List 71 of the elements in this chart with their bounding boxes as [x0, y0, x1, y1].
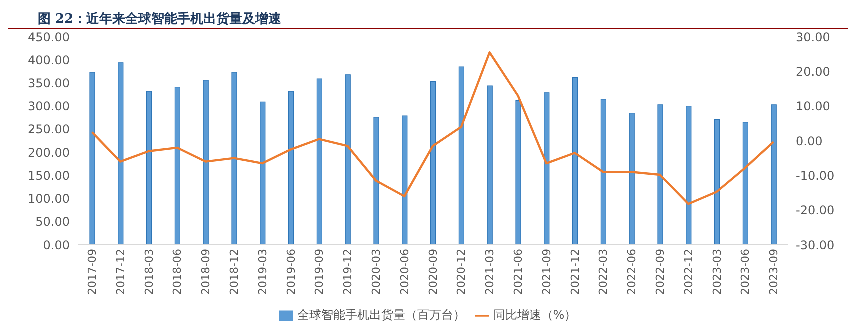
y-tick-label: 400.00 — [28, 53, 70, 68]
bar — [374, 117, 380, 245]
x-tick-label: 2020-06 — [398, 249, 412, 295]
line-series — [91, 52, 775, 206]
bar — [600, 99, 606, 245]
x-tick-label: 2023-06 — [739, 249, 752, 295]
x-tick-label: 2020-09 — [426, 249, 440, 295]
x-tick-label: 2023-03 — [710, 249, 724, 295]
bar — [487, 86, 493, 245]
x-tick-label: 2021-03 — [484, 249, 497, 295]
y-tick-label: 250.00 — [28, 122, 70, 137]
y2-tick-label: -10.00 — [796, 168, 835, 183]
y2-tick-label: 20.00 — [796, 64, 830, 79]
x-tick-label: 2017-12 — [114, 249, 128, 295]
x-tick-label: 2019-06 — [284, 249, 298, 295]
x-tick-label: 2021-09 — [540, 249, 554, 295]
bar — [146, 91, 152, 245]
x-tick-label: 2023-09 — [768, 249, 781, 295]
bar — [686, 106, 692, 245]
legend-label: 同比增速（%） — [493, 308, 577, 322]
x-tick-label: 2017-09 — [86, 249, 100, 295]
legend-label: 全球智能手机出货量（百万台） — [297, 308, 466, 322]
bar — [629, 112, 635, 245]
chart-title: 图 22：近年来全球智能手机出货量及增速 — [8, 8, 848, 29]
x-tick-label: 2022-09 — [654, 249, 668, 295]
y2-tick-label: 30.00 — [796, 30, 830, 44]
bar — [203, 80, 209, 245]
y-tick-label: 300.00 — [28, 100, 70, 114]
bar — [544, 92, 550, 245]
x-tick-label: 2018-03 — [142, 249, 156, 295]
y2-tick-label: 10.00 — [796, 100, 830, 114]
bar — [316, 78, 322, 245]
y-tick-label: 450.00 — [28, 30, 70, 44]
x-tick-label: 2018-09 — [200, 249, 213, 295]
y-tick-label: 100.00 — [28, 192, 70, 206]
x-tick-label: 2020-03 — [370, 249, 384, 295]
x-tick-label: 2021-12 — [568, 249, 582, 295]
bar — [572, 77, 578, 245]
bar — [402, 116, 408, 245]
bar — [458, 66, 464, 245]
y2-tick-label: 0.00 — [796, 134, 823, 148]
x-tick-label: 2019-03 — [256, 249, 270, 295]
bar — [658, 104, 664, 245]
bar — [90, 72, 96, 245]
bar — [516, 100, 522, 245]
bar — [260, 102, 266, 245]
bar — [232, 72, 238, 245]
y2-tick-label: -20.00 — [796, 204, 835, 218]
y-tick-label: 350.00 — [28, 76, 70, 90]
bar — [742, 122, 748, 245]
x-tick-label: 2018-12 — [228, 249, 242, 295]
x-tick-label: 2019-12 — [342, 249, 355, 295]
y-tick-label: 50.00 — [36, 215, 70, 230]
bar — [118, 62, 124, 245]
y-tick-label: 0.00 — [43, 238, 70, 252]
x-tick-label: 2022-12 — [682, 249, 696, 295]
y-tick-label: 150.00 — [28, 168, 70, 183]
bar — [288, 91, 294, 245]
bar — [714, 119, 720, 245]
y-tick-label: 200.00 — [28, 146, 70, 160]
bar — [430, 82, 436, 245]
x-tick-label: 2018-06 — [171, 249, 184, 295]
bar — [771, 104, 777, 245]
y2-tick-label: -30.00 — [796, 238, 835, 252]
x-tick-label: 2019-09 — [313, 249, 326, 295]
bar — [174, 87, 180, 245]
x-tick-label: 2021-06 — [512, 249, 526, 295]
x-tick-label: 2022-03 — [597, 249, 610, 295]
bar — [345, 74, 351, 245]
x-tick-label: 2020-12 — [455, 249, 468, 295]
x-tick-label: 2022-06 — [626, 249, 639, 295]
